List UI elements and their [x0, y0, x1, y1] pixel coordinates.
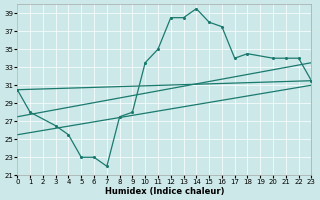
- Point: [219, 25, 224, 28]
- Point: [245, 52, 250, 55]
- Point: [92, 156, 97, 159]
- Point: [283, 57, 288, 60]
- Point: [143, 61, 148, 64]
- Point: [117, 115, 122, 118]
- Point: [206, 21, 212, 24]
- Point: [104, 165, 109, 168]
- Point: [66, 133, 71, 136]
- X-axis label: Humidex (Indice chaleur): Humidex (Indice chaleur): [105, 187, 224, 196]
- Point: [296, 57, 301, 60]
- Point: [156, 48, 161, 51]
- Point: [53, 124, 58, 127]
- Point: [28, 111, 33, 114]
- Point: [309, 79, 314, 82]
- Point: [130, 111, 135, 114]
- Point: [232, 57, 237, 60]
- Point: [168, 16, 173, 19]
- Point: [181, 16, 186, 19]
- Point: [79, 156, 84, 159]
- Point: [270, 57, 276, 60]
- Point: [15, 88, 20, 91]
- Point: [194, 7, 199, 10]
